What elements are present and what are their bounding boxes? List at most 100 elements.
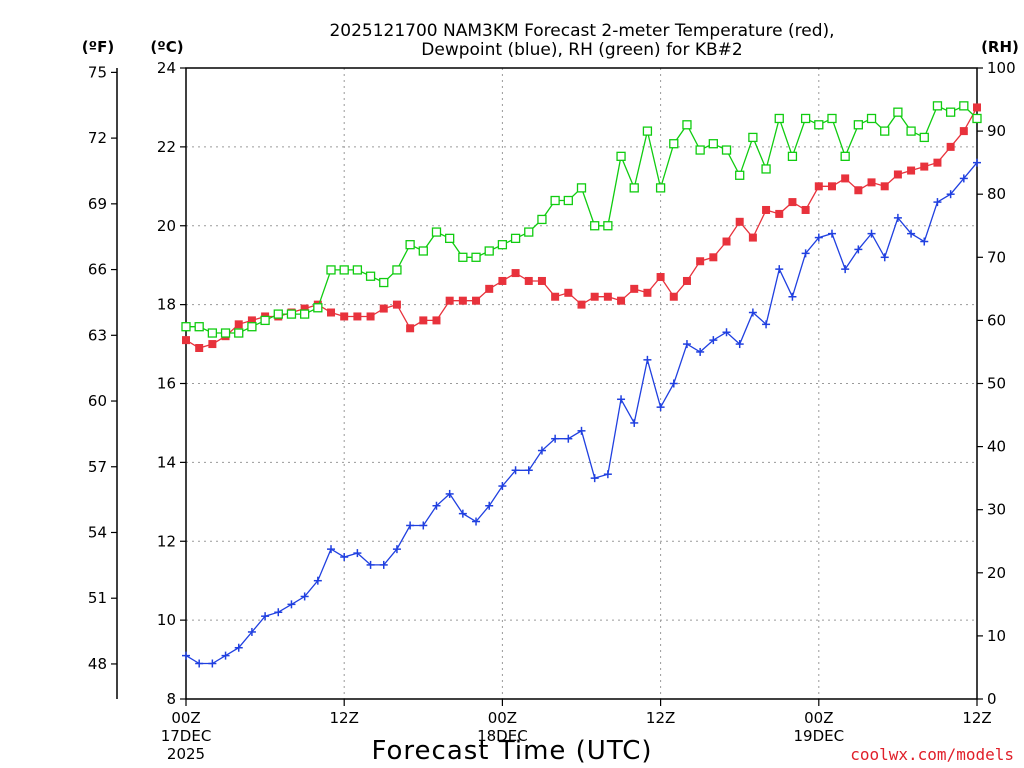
rh-tick-label: 10 — [987, 627, 1006, 645]
rh-point — [234, 328, 244, 338]
celsius-tick-label: 14 — [157, 453, 176, 471]
fahrenheit-tick-label: 54 — [88, 523, 107, 541]
fahrenheit-tick-label: 63 — [88, 326, 107, 344]
x-tick-label: 00Z — [171, 709, 200, 727]
temperature-point — [195, 344, 204, 353]
temperature-point — [498, 276, 507, 285]
temperature-point — [959, 127, 968, 136]
rh-point — [379, 277, 389, 288]
rh-point — [286, 309, 297, 319]
fahrenheit-tick-label: 75 — [88, 63, 107, 81]
rh-tick-label: 20 — [987, 564, 1006, 582]
rh-point — [669, 139, 679, 149]
dewpoint-point — [577, 426, 586, 435]
temperature-point — [537, 276, 546, 285]
rh-point — [550, 195, 560, 206]
dewpoint-point — [182, 651, 190, 660]
fahrenheit-tick-label: 57 — [88, 458, 107, 476]
rh-tick-label: 80 — [987, 185, 1006, 203]
temperature-point — [458, 296, 467, 305]
temperature-point — [617, 296, 626, 305]
temperature-point — [379, 304, 388, 313]
temperature-point — [735, 217, 744, 226]
temperature-point — [643, 288, 652, 297]
rh-point — [510, 233, 521, 244]
dewpoint-point — [669, 379, 678, 388]
dewpoint-point — [274, 608, 283, 617]
temperature-point — [511, 269, 520, 278]
dewpoint-point — [709, 336, 718, 345]
dewpoint-point — [498, 482, 507, 491]
temperature-point — [933, 158, 942, 167]
temperature-point — [748, 233, 757, 242]
temperature-point — [841, 174, 850, 183]
dewpoint-point — [696, 347, 705, 356]
x-tick-date-label: 17DEC — [161, 727, 212, 745]
rh-point — [365, 271, 376, 281]
rh-point — [893, 107, 903, 117]
fahrenheit-tick-label: 72 — [88, 129, 107, 147]
rh-point — [853, 120, 863, 130]
temperature-point — [973, 103, 981, 112]
temperature-point — [722, 237, 731, 246]
fahrenheit-tick-label: 66 — [88, 261, 107, 279]
dewpoint-point — [340, 553, 349, 562]
celsius-tick-label: 16 — [157, 375, 176, 393]
celsius-tick-label: 12 — [157, 532, 176, 550]
rh-point — [932, 101, 943, 111]
rh-point — [906, 126, 916, 136]
dewpoint-point — [472, 517, 481, 526]
rh-point — [735, 170, 745, 180]
rh-point — [576, 183, 587, 193]
dewpoint-point — [537, 446, 546, 455]
temperature-point — [208, 340, 217, 349]
series-layer — [181, 101, 982, 668]
rh-tick-label: 70 — [987, 248, 1006, 266]
rh-point — [313, 303, 323, 313]
x-tick-label: 00Z — [488, 709, 517, 727]
celsius-tick-label: 8 — [166, 690, 176, 708]
rh-point — [260, 315, 270, 326]
rh-point — [484, 246, 494, 256]
rh-point — [880, 126, 890, 136]
rh-point — [774, 113, 784, 124]
dewpoint-point — [682, 340, 691, 349]
fahrenheit-tick-label: 51 — [88, 589, 107, 607]
dewpoint-point — [432, 501, 441, 510]
rh-tick-label: 30 — [987, 501, 1006, 519]
dewpoint-point — [445, 489, 454, 498]
dewpoint-point — [617, 395, 626, 404]
dewpoint-point — [827, 229, 836, 238]
dewpoint-point — [854, 245, 863, 254]
dewpoint-point — [313, 576, 322, 585]
rh-point — [814, 120, 824, 130]
rh-point — [800, 113, 811, 124]
rh-point — [616, 151, 626, 161]
temperature-point — [907, 166, 916, 175]
rh-point — [642, 126, 653, 136]
temperature-point — [762, 205, 771, 214]
dewpoint-point — [946, 190, 955, 199]
chart-title-line2: Dewpoint (blue), RH (green) for KB#2 — [421, 40, 742, 60]
rh-point — [458, 252, 468, 262]
dewpoint-point — [524, 466, 533, 475]
temperature-point — [432, 316, 441, 325]
rh-point — [405, 240, 415, 250]
rh-point — [827, 113, 837, 124]
dewpoint-point — [801, 249, 810, 258]
x-tick-date-label: 18DEC — [477, 727, 528, 745]
dewpoint-point — [287, 600, 296, 609]
celsius-tick-label: 18 — [157, 296, 176, 314]
temperature-point — [485, 284, 494, 293]
temperature-point — [814, 182, 823, 191]
temperature-point — [406, 324, 415, 333]
rh-point — [524, 227, 534, 237]
rh-point — [866, 113, 877, 124]
dewpoint-point — [973, 158, 981, 167]
rh-point — [945, 107, 956, 117]
dewpoint-point — [485, 501, 494, 510]
rh-point — [721, 145, 732, 155]
temperature-point — [709, 253, 718, 262]
temperature-point — [353, 312, 362, 321]
